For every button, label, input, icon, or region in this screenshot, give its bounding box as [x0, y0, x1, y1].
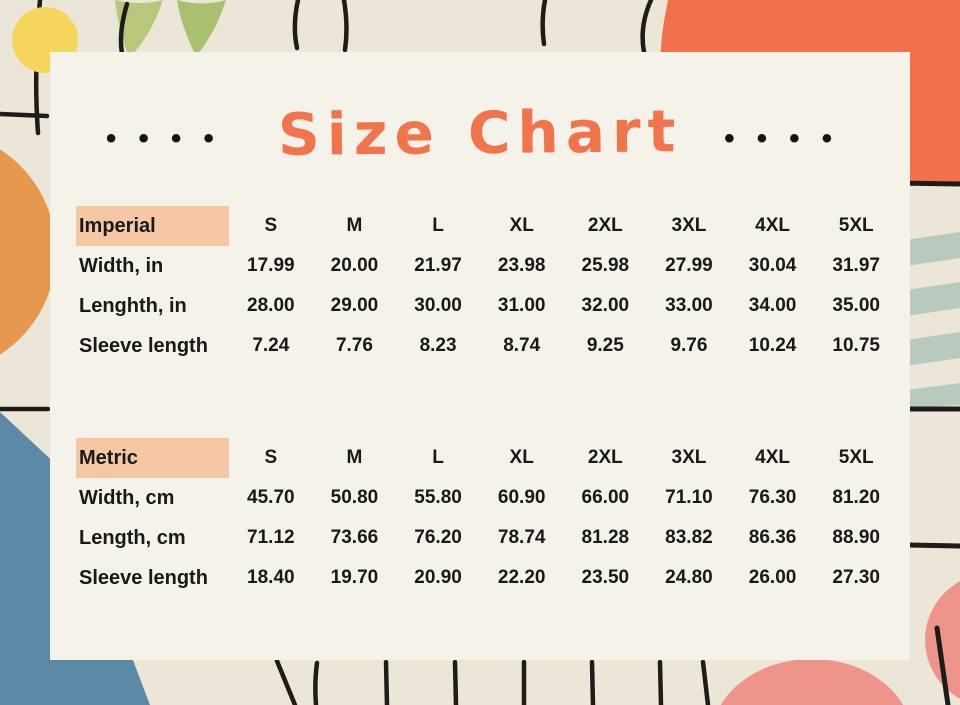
metric-size-table: Metric S M L XL 2XL 3XL 4XL 5XL Width, cm 45.70 50.… [76, 438, 898, 598]
measurement-row: Width, cm 45.70 50.80 55.80 60.90 66.00 71.10 7… [76, 478, 898, 518]
measurement-value: 18.40 [247, 567, 295, 588]
orange-circle-decor [0, 149, 56, 355]
measurement-value: 21.97 [414, 255, 462, 276]
measurement-value: 24.80 [665, 567, 713, 588]
measurement-value: 32.00 [581, 295, 630, 316]
striped-decor [906, 185, 960, 408]
measurement-value: 81.28 [581, 527, 630, 548]
table-section-label: Metric [76, 438, 229, 478]
measurement-value: 33.00 [665, 295, 713, 316]
size-column-header: M [346, 447, 363, 468]
size-chart-card: •••• Size Chart •••• Imperial S M L XL 2XL 3XL… [50, 52, 910, 660]
measurement-value: 8.23 [419, 335, 457, 356]
size-column-header: 3XL [671, 215, 707, 236]
title-row: •••• Size Chart •••• [50, 66, 910, 169]
measurement-row: Lenghth, in 28.00 29.00 30.00 31.00 32.00 33.0… [76, 286, 898, 326]
imperial-size-table: Imperial S M L XL 2XL 3XL 4XL 5XL Width, in 17.99 2… [76, 206, 898, 366]
leaf-decor [115, 0, 163, 58]
measurement-value: 27.99 [665, 255, 713, 276]
size-column-header: 4XL [755, 447, 790, 468]
leaf-decor [177, 0, 226, 56]
measurement-value: 25.98 [581, 255, 630, 276]
size-column-header: 3XL [671, 447, 707, 468]
size-header-row: Imperial S M L XL 2XL 3XL 4XL 5XL [76, 206, 898, 246]
measurement-value: 28.00 [247, 295, 295, 316]
size-column-header: 5XL [838, 215, 874, 236]
size-column-header: XL [509, 447, 534, 468]
measurement-row: Sleeve length 18.40 19.70 20.90 22.20 23.50 24… [76, 558, 898, 598]
measurement-value: 66.00 [581, 487, 630, 508]
measurement-value: 78.74 [497, 527, 546, 548]
measurement-row: Length, cm 71.12 73.66 76.20 78.74 81.28 83.82… [76, 518, 898, 558]
measurement-value: 71.10 [665, 487, 713, 508]
measurement-value: 23.50 [581, 567, 630, 588]
size-column-header: M [346, 215, 363, 236]
measurement-label: Lenghth, in [79, 294, 187, 317]
measurement-value: 20.00 [330, 255, 379, 276]
measurement-value: 10.75 [832, 335, 880, 356]
measurement-value: 22.20 [497, 567, 546, 588]
measurement-value: 81.20 [832, 487, 880, 508]
measurement-value: 19.70 [330, 567, 379, 588]
size-column-header: L [432, 447, 444, 468]
size-header-row: Metric S M L XL 2XL 3XL 4XL 5XL [76, 438, 898, 478]
measurement-label: Sleeve length [79, 566, 208, 589]
measurement-row: Sleeve length 7.24 7.76 8.23 8.74 9.25 9.76 10.… [76, 326, 898, 366]
title-dots-right: •••• [724, 122, 855, 155]
size-column-header: S [264, 215, 278, 236]
measurement-value: 83.82 [665, 527, 713, 548]
measurement-value: 31.00 [497, 295, 546, 316]
measurement-value: 27.30 [832, 567, 880, 588]
table-section-label: Imperial [76, 206, 229, 246]
measurement-value: 7.24 [252, 335, 290, 356]
size-column-header: 4XL [755, 215, 790, 236]
measurement-value: 71.12 [247, 527, 295, 548]
measurement-value: 60.90 [497, 487, 546, 508]
size-column-header: L [432, 215, 444, 236]
measurement-value: 31.97 [832, 255, 880, 276]
size-column-header: XL [509, 215, 534, 236]
measurement-value: 23.98 [497, 255, 546, 276]
measurement-value: 88.90 [832, 527, 880, 548]
measurement-label: Width, cm [79, 486, 175, 509]
measurement-value: 76.30 [748, 487, 797, 508]
size-column-header: 2XL [587, 447, 623, 468]
size-column-header: S [264, 447, 278, 468]
salmon-corner-decor [925, 581, 960, 699]
measurement-value: 9.25 [586, 335, 624, 356]
measurement-value: 29.00 [330, 295, 379, 316]
measurement-value: 17.99 [247, 255, 295, 276]
measurement-value: 50.80 [330, 487, 379, 508]
measurement-value: 76.20 [414, 527, 462, 548]
measurement-value: 9.76 [670, 335, 708, 356]
measurement-value: 26.00 [748, 567, 797, 588]
size-column-header: 2XL [587, 215, 623, 236]
measurement-row: Width, in 17.99 20.00 21.97 23.98 25.98 27.99 3… [76, 246, 898, 286]
measurement-value: 55.80 [414, 487, 462, 508]
measurement-value: 35.00 [832, 295, 880, 316]
measurement-value: 7.76 [335, 335, 373, 356]
title-dots-left: •••• [105, 122, 236, 155]
measurement-label: Length, cm [79, 526, 186, 549]
measurement-value: 30.00 [414, 295, 462, 316]
measurement-label: Sleeve length [79, 334, 208, 357]
measurement-label: Width, in [79, 254, 164, 277]
measurement-value: 86.36 [748, 527, 797, 548]
measurement-value: 8.74 [503, 335, 541, 356]
measurement-value: 10.24 [748, 335, 797, 356]
size-column-header: 5XL [838, 447, 874, 468]
measurement-value: 45.70 [247, 487, 295, 508]
salmon-blob-decor [720, 659, 904, 705]
measurement-value: 30.04 [748, 255, 797, 276]
measurement-value: 73.66 [330, 527, 379, 548]
measurement-value: 34.00 [748, 295, 797, 316]
measurement-value: 20.90 [414, 567, 462, 588]
page-title: Size Chart [277, 97, 683, 169]
